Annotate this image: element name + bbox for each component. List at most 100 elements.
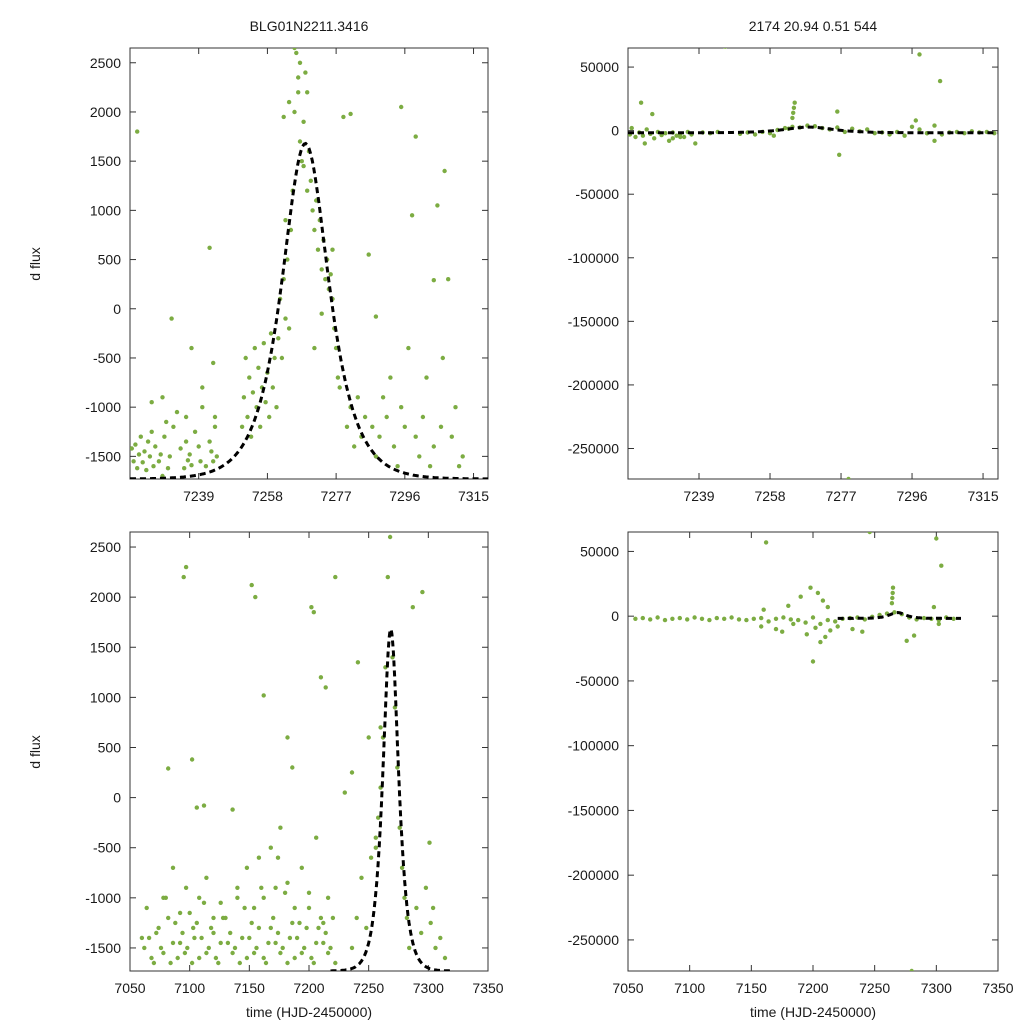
data-point (292, 955, 297, 961)
data-point (235, 885, 240, 890)
data-point (191, 925, 196, 931)
data-point (662, 617, 668, 623)
data-point (142, 449, 147, 454)
data-point (681, 134, 687, 140)
data-point (766, 619, 771, 624)
data-point (170, 940, 176, 946)
data-point (297, 920, 302, 926)
data-point (252, 345, 257, 351)
data-point (196, 444, 201, 449)
data-point (312, 227, 317, 233)
data-point (413, 434, 418, 439)
data-point (366, 252, 371, 257)
x-tick-label: 7250 (353, 980, 384, 996)
data-point (342, 790, 347, 795)
data-point (407, 945, 412, 951)
data-point (399, 405, 404, 410)
data-point (166, 915, 171, 921)
data-point (771, 133, 776, 138)
data-point (889, 601, 895, 606)
data-point (151, 464, 156, 469)
data-point (904, 638, 909, 643)
data-point (804, 632, 809, 637)
data-point (211, 930, 216, 936)
data-point (633, 616, 638, 621)
data-point (399, 104, 404, 110)
y-tick-label: -200000 (568, 867, 620, 883)
x-tick-label: 7296 (896, 488, 927, 504)
data-point (316, 925, 321, 931)
data-point (161, 895, 166, 900)
data-point (194, 805, 199, 810)
y-tick-label: 1500 (90, 153, 121, 169)
y-tick-label: -100000 (568, 738, 620, 754)
data-point (261, 895, 266, 900)
data-point (200, 385, 205, 390)
data-point (934, 536, 939, 541)
data-point (251, 905, 257, 911)
data-point (818, 639, 823, 645)
data-point (130, 446, 134, 451)
data-point (183, 414, 189, 420)
y-tick-label: 1000 (90, 689, 121, 705)
data-point (333, 574, 338, 580)
data-point (435, 203, 440, 208)
data-point (330, 915, 336, 921)
data-point (302, 945, 307, 951)
data-point (301, 119, 306, 125)
data-point (225, 940, 231, 946)
data-point (177, 940, 183, 946)
data-point (156, 925, 161, 931)
data-point (170, 865, 176, 870)
data-point (180, 930, 185, 936)
data-point (285, 735, 290, 740)
data-point (185, 945, 190, 951)
data-point (650, 111, 655, 117)
data-point (290, 920, 295, 926)
data-point (297, 60, 303, 65)
x-axis-label: time (HJD-2450000) (750, 1004, 876, 1020)
data-point (812, 124, 818, 129)
data-point (285, 257, 290, 262)
data-point (865, 127, 870, 132)
data-point (368, 855, 374, 860)
data-point (206, 945, 211, 951)
data-points (139, 534, 448, 966)
data-point (292, 48, 297, 51)
data-points (633, 532, 956, 971)
x-tick-label: 7258 (754, 488, 785, 504)
data-point (629, 125, 634, 131)
data-point (303, 70, 308, 75)
data-point (305, 90, 310, 95)
data-point (431, 444, 436, 449)
data-point (309, 605, 314, 610)
panel-bottom-left: 2500 2000 1500 1000 500 0 -500 -1000 -1500 7050 71… (27, 531, 504, 1020)
data-point (825, 617, 830, 623)
data-point (144, 905, 149, 911)
data-point (846, 476, 851, 479)
data-point (273, 885, 278, 890)
y-tick-label: -1500 (85, 940, 121, 956)
data-point (189, 757, 195, 762)
data-point (142, 945, 147, 951)
data-point (162, 434, 167, 439)
data-point (204, 875, 209, 880)
data-point (387, 534, 393, 540)
data-point (278, 825, 283, 830)
data-point (810, 615, 816, 620)
data-point (181, 574, 186, 580)
data-point (182, 950, 188, 956)
data-point (644, 127, 649, 132)
data-point (212, 424, 218, 429)
data-point (423, 885, 429, 890)
data-point (171, 424, 176, 429)
data-point (723, 48, 727, 49)
data-point (453, 405, 458, 410)
data-point (286, 99, 292, 105)
data-point (197, 955, 202, 961)
data-point (384, 414, 389, 420)
data-point (440, 355, 445, 361)
data-point (677, 615, 682, 621)
x-axis-label: time (HJD-2450000) (246, 1004, 372, 1020)
data-point (431, 278, 436, 283)
